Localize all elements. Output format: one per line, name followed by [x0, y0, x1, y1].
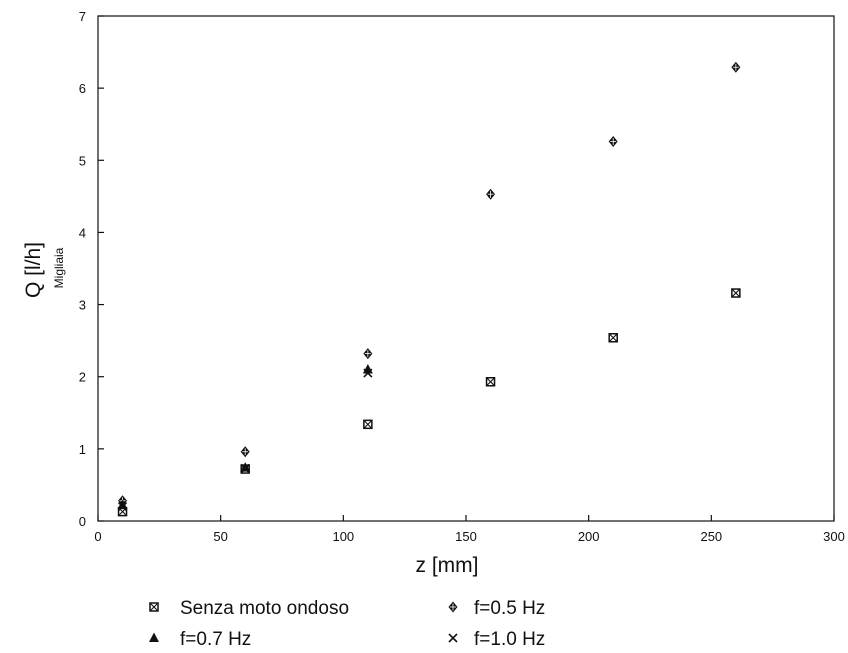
legend-marker-symbol: [149, 632, 159, 642]
y-tick-label: 4: [79, 225, 86, 240]
legend-item-series-1: Senza moto ondoso: [149, 598, 349, 619]
data-point-series-2: [240, 446, 250, 458]
x-tick-label: 0: [94, 529, 101, 544]
legend-marker-diamond: [448, 601, 458, 613]
legend-marker-triangle: [149, 632, 159, 642]
plot-frame: [97, 15, 835, 522]
legend-marker-x: [448, 633, 458, 643]
y-tick-label: 5: [79, 153, 86, 168]
y-tick-label: 7: [79, 9, 86, 24]
x-tick-label: 300: [823, 529, 845, 544]
y-axis-ticks: 0 1 2 3 4 5 6 7: [79, 9, 104, 529]
data-points: [117, 61, 741, 517]
legend-marker-symbol: [448, 601, 458, 613]
legend: Senza moto ondoso f=0.5 Hz f=0.7 Hz f=1.…: [149, 598, 545, 650]
y-tick-label: 3: [79, 298, 86, 313]
legend-item-series-2: f=0.5 Hz: [448, 598, 545, 619]
y-axis-label: Q [l/h]: [22, 242, 45, 298]
legend-marker-symbol: [448, 633, 458, 643]
legend-marker-symbol: [149, 602, 159, 612]
y-axis-multiplier: Migliaia: [52, 247, 66, 288]
data-point-series-4: [117, 502, 128, 512]
legend-marker-crossed-square: [149, 602, 159, 612]
y-tick-label: 1: [79, 442, 86, 457]
data-point-series-1: [731, 288, 741, 298]
y-tick-label: 0: [79, 514, 86, 529]
legend-item-series-3: f=0.7 Hz: [149, 629, 251, 650]
y-tick-label: 2: [79, 370, 86, 385]
data-point-series-1: [608, 333, 618, 343]
y-tick-label: 6: [79, 81, 86, 96]
data-point-series-3: [117, 499, 128, 510]
x-tick-label: 200: [578, 529, 600, 544]
data-point-series-2: [731, 61, 741, 73]
x-axis-label: z [mm]: [416, 554, 479, 577]
plot-area: [97, 15, 835, 522]
x-tick-label: 100: [332, 529, 354, 544]
data-point-series-4: [363, 368, 373, 378]
legend-label-series-3: f=0.7 Hz: [180, 629, 251, 650]
data-point-series-3: [240, 462, 251, 472]
data-point-series-2: [486, 188, 496, 200]
legend-item-series-4: f=1.0 Hz: [448, 629, 545, 650]
x-axis-ticks: 0 50 100 150 200 250 300: [94, 515, 845, 544]
data-point-series-4: [240, 463, 250, 473]
x-tick-label: 150: [455, 529, 477, 544]
legend-label-series-1: Senza moto ondoso: [180, 598, 349, 619]
x-tick-label: 50: [213, 529, 227, 544]
x-tick-label: 250: [700, 529, 722, 544]
data-point-series-1: [363, 419, 373, 430]
data-point-series-1: [485, 377, 496, 387]
legend-label-series-4: f=1.0 Hz: [474, 629, 545, 650]
legend-label-series-2: f=0.5 Hz: [474, 598, 545, 619]
data-point-series-2: [363, 348, 373, 360]
data-point-series-2: [608, 136, 618, 148]
